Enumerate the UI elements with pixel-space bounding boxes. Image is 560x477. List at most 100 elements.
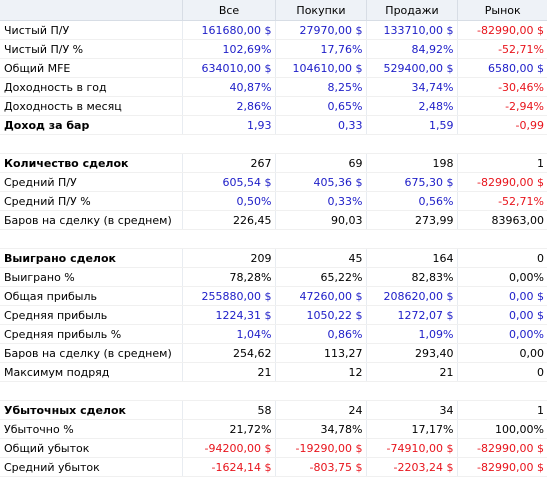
cell-buys: -803,75 $ <box>274 457 366 477</box>
table-row: Убыточных сделок 58 24 34 1 <box>0 400 547 420</box>
cell-buys: 0,33 <box>274 115 366 135</box>
column-header-market[interactable]: Рынок <box>456 0 547 21</box>
row-label: Выиграно сделок <box>0 248 182 268</box>
cell-market: 0,00% <box>456 324 547 344</box>
cell-all: 267 <box>181 153 275 173</box>
table-row: Общий MFE 634010,00 $104610,00 $529400,00… <box>0 58 547 78</box>
row-label: Средний убыток <box>0 457 182 477</box>
cell-sells: 273,99 <box>365 210 457 230</box>
row-label: Баров на сделку (в среднем) <box>0 343 182 363</box>
table-row: Средняя прибыль 1224,31 $1050,22 $1272,07… <box>0 305 547 325</box>
cell-market: -2,94% <box>456 96 547 116</box>
spacer-row <box>0 134 547 154</box>
cell-market: 0,00% <box>456 267 547 287</box>
cell-sells: 17,17% <box>365 419 457 439</box>
row-label: Чистый П/У <box>0 20 182 40</box>
row-label: Средняя прибыль <box>0 305 182 325</box>
cell-buys: 45 <box>274 248 366 268</box>
column-header-label <box>0 0 182 21</box>
cell-sells: 34,74% <box>365 77 457 97</box>
cell-market: 0 <box>456 248 547 268</box>
cell-market: -52,71% <box>456 39 547 59</box>
row-label: Выиграно % <box>0 267 182 287</box>
cell-sells: 2,48% <box>365 96 457 116</box>
table-row: Чистый П/У % 102,69% 17,76% 84,92% -52,71% <box>0 39 547 59</box>
cell-sells: 529400,00 $ <box>365 58 457 78</box>
cell-all: 40,87% <box>181 77 275 97</box>
cell-buys: 1050,22 $ <box>274 305 366 325</box>
cell-all: 0,50% <box>181 191 275 211</box>
table-row: Выиграно сделок 209 45 164 0 <box>0 248 547 268</box>
table-row: Баров на сделку (в среднем) 254,62 113,27 2… <box>0 343 547 363</box>
table-row: Убыточно % 21,72% 34,78% 17,17% 100,00% <box>0 419 547 439</box>
cell-sells: -74910,00 $ <box>365 438 457 458</box>
cell-market: -82990,00 $ <box>456 438 547 458</box>
row-label: Общий убыток <box>0 438 182 458</box>
cell-market: 1 <box>456 400 547 420</box>
row-label: Средняя прибыль % <box>0 324 182 344</box>
cell-buys: 0,65% <box>274 96 366 116</box>
cell-sells: 293,40 <box>365 343 457 363</box>
cell-all: 58 <box>181 400 275 420</box>
cell-market: 0,00 <box>456 343 547 363</box>
row-label: Убыточно % <box>0 419 182 439</box>
spacer-cell <box>0 381 547 401</box>
cell-market: -0,99 <box>456 115 547 135</box>
table-row: Максимум подряд 21 12 21 0 <box>0 362 547 382</box>
column-header-buys[interactable]: Покупки <box>274 0 366 21</box>
cell-all: 1,04% <box>181 324 275 344</box>
table-row: Доходность в год 40,87% 8,25% 34,74% -30,46% <box>0 77 547 97</box>
cell-buys: 8,25% <box>274 77 366 97</box>
row-label: Убыточных сделок <box>0 400 182 420</box>
cell-all: 161680,00 $ <box>181 20 275 40</box>
cell-all: 21 <box>181 362 275 382</box>
table-row: Средний убыток -1624,14 $ -803,75 $ -2203,2… <box>0 457 547 477</box>
table-row: Чистый П/У 161680,00 $27970,00 $133710,00… <box>0 20 547 40</box>
cell-market: 83963,00 <box>456 210 547 230</box>
cell-buys: 90,03 <box>274 210 366 230</box>
cell-market: -30,46% <box>456 77 547 97</box>
cell-market: 0,00 $ <box>456 286 547 306</box>
row-label: Чистый П/У % <box>0 39 182 59</box>
cell-all: 1,93 <box>181 115 275 135</box>
cell-sells: 675,30 $ <box>365 172 457 192</box>
performance-stats-table: Все Покупки Продажи Рынок Чистый П/У 1616… <box>0 0 547 477</box>
cell-buys: 27970,00 $ <box>274 20 366 40</box>
cell-buys: -19290,00 $ <box>274 438 366 458</box>
cell-market: 100,00% <box>456 419 547 439</box>
row-label: Общая прибыль <box>0 286 182 306</box>
cell-sells: 84,92% <box>365 39 457 59</box>
row-label: Доходность в месяц <box>0 96 182 116</box>
cell-market: 0 <box>456 362 547 382</box>
column-header-all[interactable]: Все <box>181 0 275 21</box>
cell-buys: 69 <box>274 153 366 173</box>
row-label: Доходность в год <box>0 77 182 97</box>
row-label: Средний П/У % <box>0 191 182 211</box>
cell-sells: 34 <box>365 400 457 420</box>
column-header-sells[interactable]: Продажи <box>365 0 457 21</box>
cell-buys: 0,33% <box>274 191 366 211</box>
cell-sells: 133710,00 $ <box>365 20 457 40</box>
table-row: Количество сделок 267 69 198 1 <box>0 153 547 173</box>
cell-market: 1 <box>456 153 547 173</box>
cell-market: -82990,00 $ <box>456 457 547 477</box>
cell-all: 605,54 $ <box>181 172 275 192</box>
cell-buys: 34,78% <box>274 419 366 439</box>
cell-buys: 17,76% <box>274 39 366 59</box>
row-label: Максимум подряд <box>0 362 182 382</box>
row-label: Количество сделок <box>0 153 182 173</box>
table-row: Баров на сделку (в среднем) 226,45 90,03 27… <box>0 210 547 230</box>
spacer-cell <box>0 134 547 154</box>
row-label: Баров на сделку (в среднем) <box>0 210 182 230</box>
cell-all: 255880,00 $ <box>181 286 275 306</box>
table-row: Доходность в месяц 2,86% 0,65% 2,48% -2,94% <box>0 96 547 116</box>
table-row: Выиграно % 78,28% 65,22% 82,83% 0,00% <box>0 267 547 287</box>
header-row: Все Покупки Продажи Рынок <box>0 0 547 21</box>
cell-sells: 1,59 <box>365 115 457 135</box>
table-row: Общий убыток -94200,00 $ -19290,00 $ -74910… <box>0 438 547 458</box>
row-label: Средний П/У <box>0 172 182 192</box>
table-row: Доход за бар 1,93 0,33 1,59 -0,99 <box>0 115 547 135</box>
cell-all: 21,72% <box>181 419 275 439</box>
table-row: Средний П/У 605,54 $405,36 $675,30 $ -8299… <box>0 172 547 192</box>
cell-all: 634010,00 $ <box>181 58 275 78</box>
